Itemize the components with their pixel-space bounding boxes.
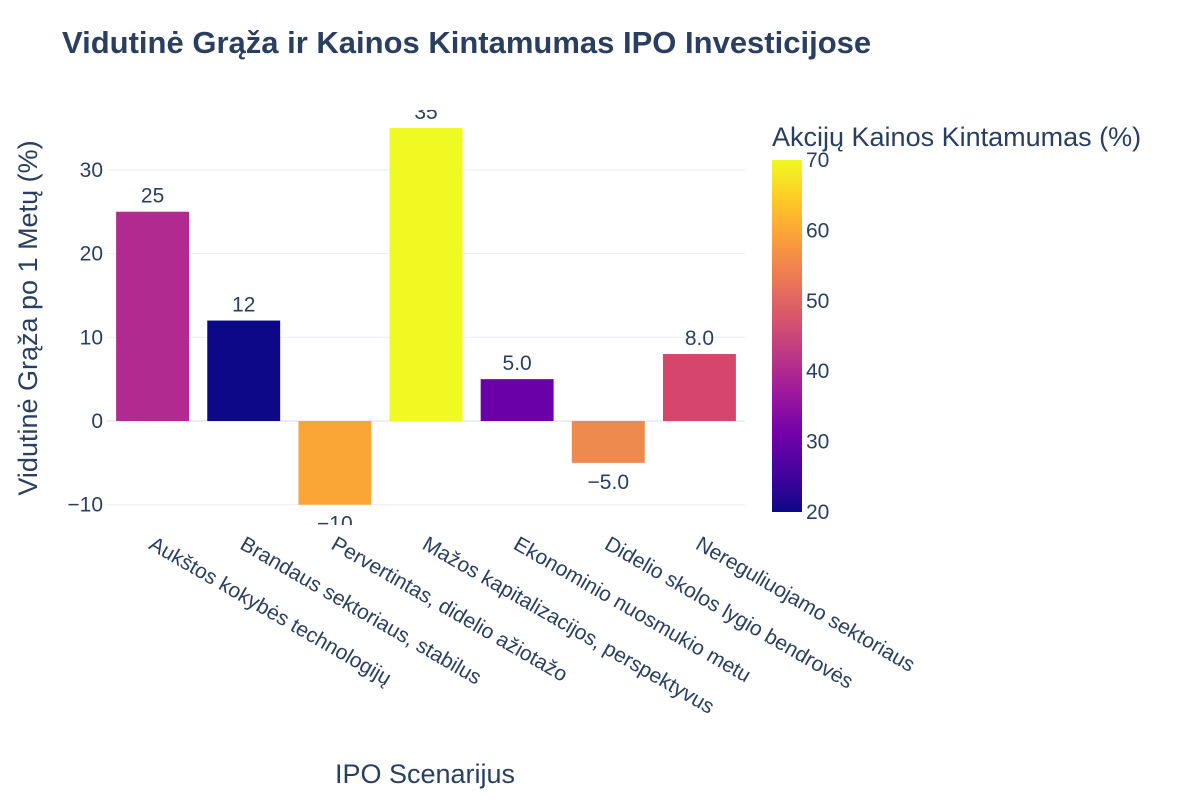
bar-value-label: 5.0: [503, 352, 532, 375]
bar-value-label: −10: [317, 513, 353, 536]
y-tick-label: 10: [80, 326, 103, 349]
y-axis-ticks: −10 0 10 20 30: [67, 159, 103, 517]
bar-value-label: 35: [414, 101, 437, 124]
colorbar-gradient: [772, 160, 802, 512]
y-tick-label: 30: [80, 159, 103, 182]
bars: [116, 128, 736, 505]
colorbar-title: Akcijų Kainos Kintamumas (%): [772, 122, 1141, 152]
y-tick-label: 0: [91, 410, 103, 433]
colorbar-tick-label: 50: [806, 290, 829, 313]
colorbar-tick-label: 20: [806, 501, 829, 524]
bar-value-label: −5.0: [588, 471, 629, 494]
bar-value-label: 8.0: [685, 327, 714, 350]
bar: [389, 128, 463, 421]
bar-value-label: 12: [232, 294, 255, 317]
bar-value-label: 25: [141, 185, 164, 208]
bar: [662, 354, 736, 421]
colorbar-tick-label: 40: [806, 360, 829, 383]
bar: [298, 421, 372, 505]
colorbar-tick-label: 70: [806, 149, 829, 172]
colorbar-tick-label: 30: [806, 431, 829, 454]
chart-title: Vidutinė Grąža ir Kainos Kintamumas IPO …: [62, 25, 871, 60]
bar: [480, 379, 554, 421]
bar: [116, 211, 190, 421]
y-axis-title: Vidutinė Grąža po 1 Metų (%): [13, 140, 43, 495]
y-tick-label: 20: [80, 243, 103, 266]
y-tick-label: −10: [67, 494, 103, 517]
colorbar: 20 30 40 50 60 70: [772, 149, 829, 524]
x-axis-title: IPO Scenarijus: [335, 759, 515, 789]
bar: [207, 320, 281, 421]
bar-labels: 25 12 −10 35 5.0 −5.0 8.0: [141, 101, 714, 536]
bar: [571, 421, 645, 463]
colorbar-tick-label: 60: [806, 219, 829, 242]
